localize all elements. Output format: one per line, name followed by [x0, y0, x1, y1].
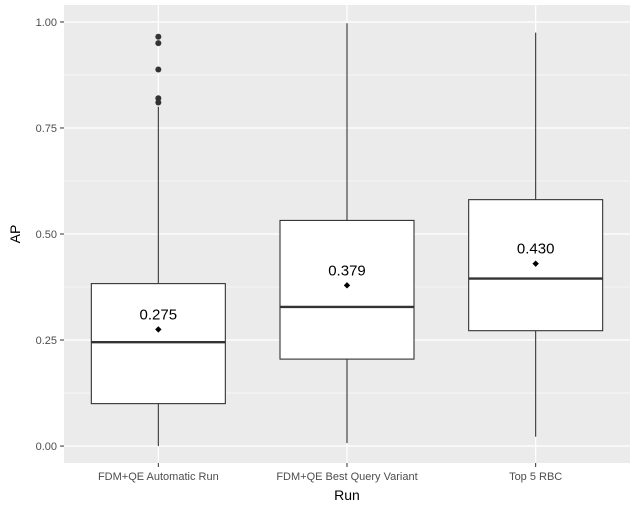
y-axis-title: AP [7, 225, 23, 244]
y-axis: 0.00 0.25 0.50 0.75 1.00 [36, 17, 64, 453]
box-group: 0.430 [468, 32, 604, 437]
box-group: 0.275 [90, 33, 226, 447]
outlier-point [155, 66, 162, 73]
outlier-point [155, 40, 162, 47]
x-axis: FDM+QE Automatic Run FDM+QE Best Query Va… [98, 463, 562, 483]
y-tick-label: 0.25 [36, 335, 57, 347]
mean-label: 0.379 [328, 262, 366, 279]
iqr-box [90, 283, 226, 405]
y-tick-label: 0.00 [36, 441, 57, 453]
outlier-point [155, 99, 162, 106]
mean-marker [155, 326, 162, 333]
x-tick-label: FDM+QE Automatic Run [98, 471, 219, 483]
box-group: 0.379 [279, 23, 415, 444]
x-axis-title: Run [334, 487, 360, 503]
mean-label: 0.430 [517, 241, 555, 258]
x-tick-label: Top 5 RBC [509, 471, 562, 483]
y-tick-label: 1.00 [36, 17, 57, 29]
y-tick-label: 0.75 [36, 123, 57, 135]
mean-marker [343, 282, 351, 289]
x-tick-label: FDM+QE Best Query Variant [276, 471, 417, 483]
box-layer: 0.275 0.379 0.430 [90, 23, 604, 447]
outlier-point [155, 95, 162, 102]
iqr-box [279, 219, 415, 360]
outlier-point [155, 33, 162, 40]
mean-label: 0.275 [140, 306, 178, 323]
y-tick-label: 0.50 [36, 229, 57, 241]
mean-marker [532, 260, 539, 267]
